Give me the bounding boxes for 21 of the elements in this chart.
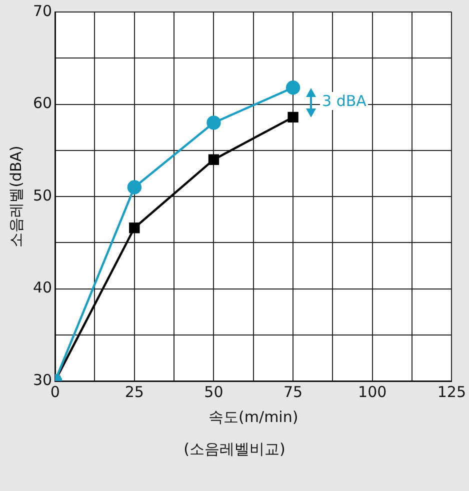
point	[288, 112, 298, 123]
point	[286, 80, 300, 95]
text: (소음레벨비교)	[182, 440, 286, 459]
x-tick-label: 100	[358, 382, 387, 401]
point	[206, 116, 221, 130]
y-tick-label: 50	[32, 186, 52, 204]
x-tick-label: 0	[50, 382, 60, 401]
x-tick-label: 50	[204, 382, 224, 401]
y-axis-title: 소음레벨(dBA)	[6, 146, 25, 248]
point	[208, 154, 220, 165]
y-tick-label: 60	[32, 94, 52, 112]
point	[127, 180, 142, 194]
x-tick-label: 75	[284, 382, 303, 401]
y-tick-label: 40	[32, 278, 52, 297]
y-tick-label: 70	[32, 2, 52, 20]
x-axis-title: 속도(m/min)	[208, 408, 298, 426]
point	[129, 222, 140, 234]
y-tick-label: 30	[32, 370, 52, 389]
x-tick-label: 25	[124, 382, 144, 401]
annotation: 3 dBA	[320, 92, 368, 110]
x-tick-label: 125	[437, 382, 466, 401]
